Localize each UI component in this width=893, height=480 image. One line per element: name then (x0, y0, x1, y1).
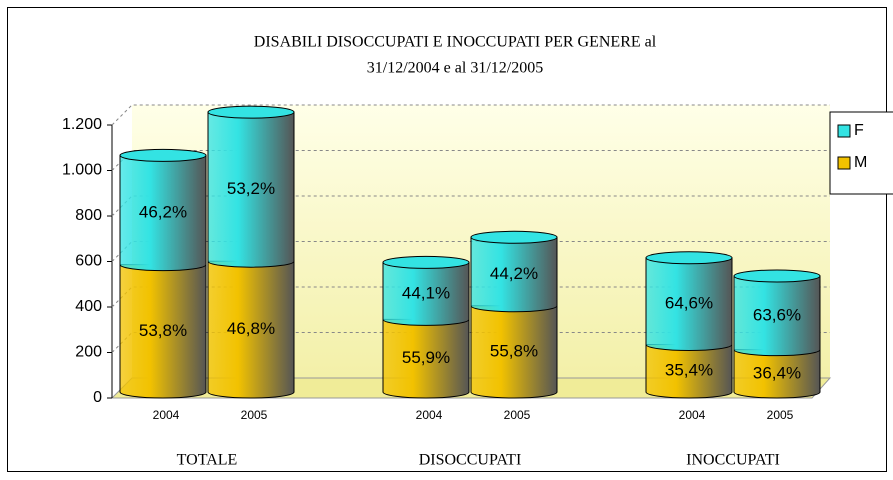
group-label: DISOCCUPATI (419, 452, 522, 469)
segment-label: 46,8% (227, 319, 275, 338)
legend-label: F (854, 122, 864, 139)
legend-swatch (837, 156, 851, 170)
bar-segment (645, 343, 733, 399)
bar-top (382, 255, 470, 269)
segment-label: 44,2% (490, 264, 538, 283)
segment-label: 36,4% (753, 363, 801, 382)
bar-top (207, 105, 295, 119)
y-tick-label: 400 (75, 298, 102, 315)
grid-line (111, 241, 830, 262)
bar-segment (382, 261, 470, 326)
x-tick-label: 2004 (416, 408, 443, 422)
bar-top (470, 230, 558, 244)
x-tick-label: 2005 (241, 408, 268, 422)
x-tick-label: 2004 (153, 408, 180, 422)
group-label: TOTALE (177, 452, 238, 469)
bar-segment (119, 154, 207, 272)
y-tick-label: 600 (75, 253, 102, 270)
bar-segment (207, 260, 295, 399)
segment-label: 55,9% (402, 348, 450, 367)
grid-line (111, 195, 830, 217)
y-tick-label: 0 (93, 389, 102, 406)
segment-label: 64,6% (665, 294, 713, 313)
bar-segment (119, 264, 207, 399)
grid-line (111, 286, 830, 308)
grid-line (111, 150, 830, 171)
bar-top (119, 148, 207, 162)
y-tick-label: 1.200 (62, 116, 102, 133)
bar-segment (733, 349, 821, 399)
y-tick-label: 1.000 (62, 162, 102, 179)
segment-label: 46,2% (139, 202, 187, 221)
legend-swatch (837, 124, 851, 138)
y-tick-label: 200 (75, 344, 102, 361)
bar-segment (733, 275, 821, 357)
bar-top (733, 269, 821, 283)
bar-segment (470, 236, 558, 313)
bar-segment (207, 111, 295, 268)
bar-segment (645, 257, 733, 351)
grid-line (111, 332, 830, 353)
group-label: INOCCUPATI (686, 452, 780, 469)
bar-segment (470, 305, 558, 399)
segment-label: 44,1% (402, 283, 450, 302)
legend-label: M (854, 154, 867, 171)
segment-label: 53,2% (227, 179, 275, 198)
x-tick-label: 2005 (504, 408, 531, 422)
y-tick-label: 800 (75, 207, 102, 224)
x-tick-label: 2004 (679, 408, 706, 422)
segment-label: 35,4% (665, 361, 713, 380)
segment-label: 55,8% (490, 341, 538, 360)
chart-title: 31/12/2004 e al 31/12/2005 (367, 60, 543, 77)
x-tick-label: 2005 (767, 408, 794, 422)
segment-label: 63,6% (753, 305, 801, 324)
bar-segment (382, 318, 470, 399)
chart-title: DISABILI DISOCCUPATI E INOCCUPATI PER GE… (254, 34, 657, 51)
bar-top (645, 251, 733, 265)
segment-label: 53,8% (139, 321, 187, 340)
grid-line (111, 104, 830, 126)
